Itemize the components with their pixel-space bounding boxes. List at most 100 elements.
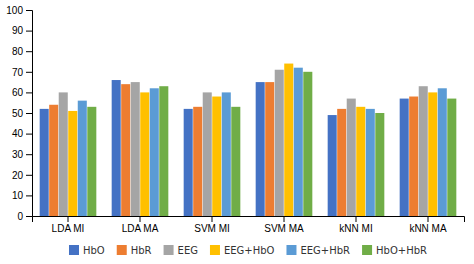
y-tick: 10: [12, 190, 32, 201]
bar: [284, 64, 293, 216]
y-tick: 100: [6, 5, 32, 16]
bar: [68, 111, 77, 216]
x-tick-line: [428, 216, 429, 222]
chart: 0 10 20 30 40 50 60 70 80 90 100 LDA MI LDA MA SVM MI…: [0, 0, 474, 264]
y-tick-line: [26, 10, 32, 11]
legend-item: EEG+HbO: [210, 245, 275, 256]
y-tick-label: 70: [12, 67, 24, 78]
y-tick-label: 10: [12, 190, 24, 201]
bar: [375, 113, 384, 216]
y-tick-label: 50: [12, 108, 24, 119]
y-tick: 90: [12, 25, 32, 36]
y-tick: 0: [17, 211, 32, 222]
bar: [131, 82, 140, 216]
x-tick: SVM MI: [194, 216, 230, 234]
y-axis: 0 10 20 30 40 50 60 70 80 90 100: [6, 5, 32, 222]
bar: [400, 99, 409, 216]
series: [87, 72, 456, 216]
y-tick-line: [26, 195, 32, 196]
legend-swatch: [210, 245, 220, 255]
x-tick-label: SVM MA: [264, 223, 304, 234]
bar: [366, 109, 375, 216]
bars: [40, 64, 457, 216]
y-tick: 70: [12, 67, 32, 78]
bar: [222, 92, 231, 216]
x-axis: LDA MI LDA MA SVM MI SVM MA kNN MI kNN MA: [33, 216, 465, 234]
bar: [294, 68, 303, 216]
legend-label: HbO: [83, 245, 105, 256]
y-tick-line: [26, 175, 32, 176]
y-tick-label: 80: [12, 46, 24, 57]
bar: [212, 97, 221, 216]
y-tick-label: 100: [6, 5, 23, 16]
legend-swatch: [69, 245, 79, 255]
bar: [231, 107, 240, 216]
x-tick-label: SVM MI: [194, 223, 230, 234]
series: [40, 80, 409, 216]
y-tick-line: [26, 72, 32, 73]
legend-label: EEG+HbO: [224, 245, 275, 256]
y-tick-line: [26, 51, 32, 52]
bar: [303, 72, 312, 216]
y-tick-label: 0: [17, 211, 23, 222]
legend-label: EEG: [178, 245, 198, 256]
x-tick-label: kNN MA: [409, 223, 447, 234]
bar: [438, 88, 447, 216]
legend-label: EEG+HbR: [300, 245, 350, 256]
legend-swatch: [286, 245, 296, 255]
legend-item: HbO: [69, 245, 105, 256]
y-tick-line: [26, 31, 32, 32]
x-tick: SVM MA: [264, 216, 304, 234]
bar: [337, 109, 346, 216]
x-tick-line: [356, 216, 357, 222]
x-tick: LDA MA: [122, 216, 159, 234]
bar: [275, 70, 284, 216]
bar: [347, 99, 356, 216]
bar: [87, 107, 96, 216]
bar: [112, 80, 121, 216]
bar: [59, 92, 68, 216]
bar: [409, 97, 418, 216]
bar: [49, 105, 58, 216]
x-tick-line: [68, 216, 69, 222]
x-tick-label: LDA MI: [52, 223, 85, 234]
bar: [428, 92, 437, 216]
bar: [203, 92, 212, 216]
bar: [184, 109, 193, 216]
y-tick-label: 60: [12, 87, 24, 98]
bar: [193, 107, 202, 216]
x-tick: kNN MI: [339, 216, 372, 234]
legend-item: HbR: [117, 245, 152, 256]
legend-label: HbR: [131, 245, 152, 256]
bar: [328, 115, 337, 216]
y-tick-line: [26, 154, 32, 155]
y-tick-line: [26, 216, 32, 217]
y-tick: 80: [12, 46, 32, 57]
series: [59, 70, 428, 216]
x-tick: kNN MA: [409, 216, 447, 234]
y-tick-label: 90: [12, 25, 24, 36]
y-tick-line: [26, 113, 32, 114]
y-tick-line: [26, 92, 32, 93]
legend-item: EEG: [164, 245, 198, 256]
x-tick-line: [284, 216, 285, 222]
y-tick-line: [26, 134, 32, 135]
legend-swatch: [117, 245, 127, 255]
y-axis-line: [26, 11, 33, 217]
legend-item: HbO+HbR: [362, 245, 427, 256]
y-tick: 20: [12, 170, 32, 181]
y-tick-label: 30: [12, 149, 24, 160]
legend-item: EEG+HbR: [286, 245, 350, 256]
legend-label: HbO+HbR: [376, 245, 427, 256]
y-tick: 40: [12, 128, 32, 139]
y-tick-label: 40: [12, 128, 24, 139]
legend-swatch: [362, 245, 372, 255]
legend-swatch: [164, 245, 174, 255]
bar: [140, 92, 149, 216]
y-tick-label: 20: [12, 170, 24, 181]
x-tick-label: LDA MA: [122, 223, 159, 234]
y-tick: 30: [12, 149, 32, 160]
x-tick-line: [140, 216, 141, 222]
plot: 0 10 20 30 40 50 60 70 80 90 100 LDA MI LDA MA SVM MI…: [6, 5, 464, 234]
x-axis-line: [33, 217, 465, 223]
